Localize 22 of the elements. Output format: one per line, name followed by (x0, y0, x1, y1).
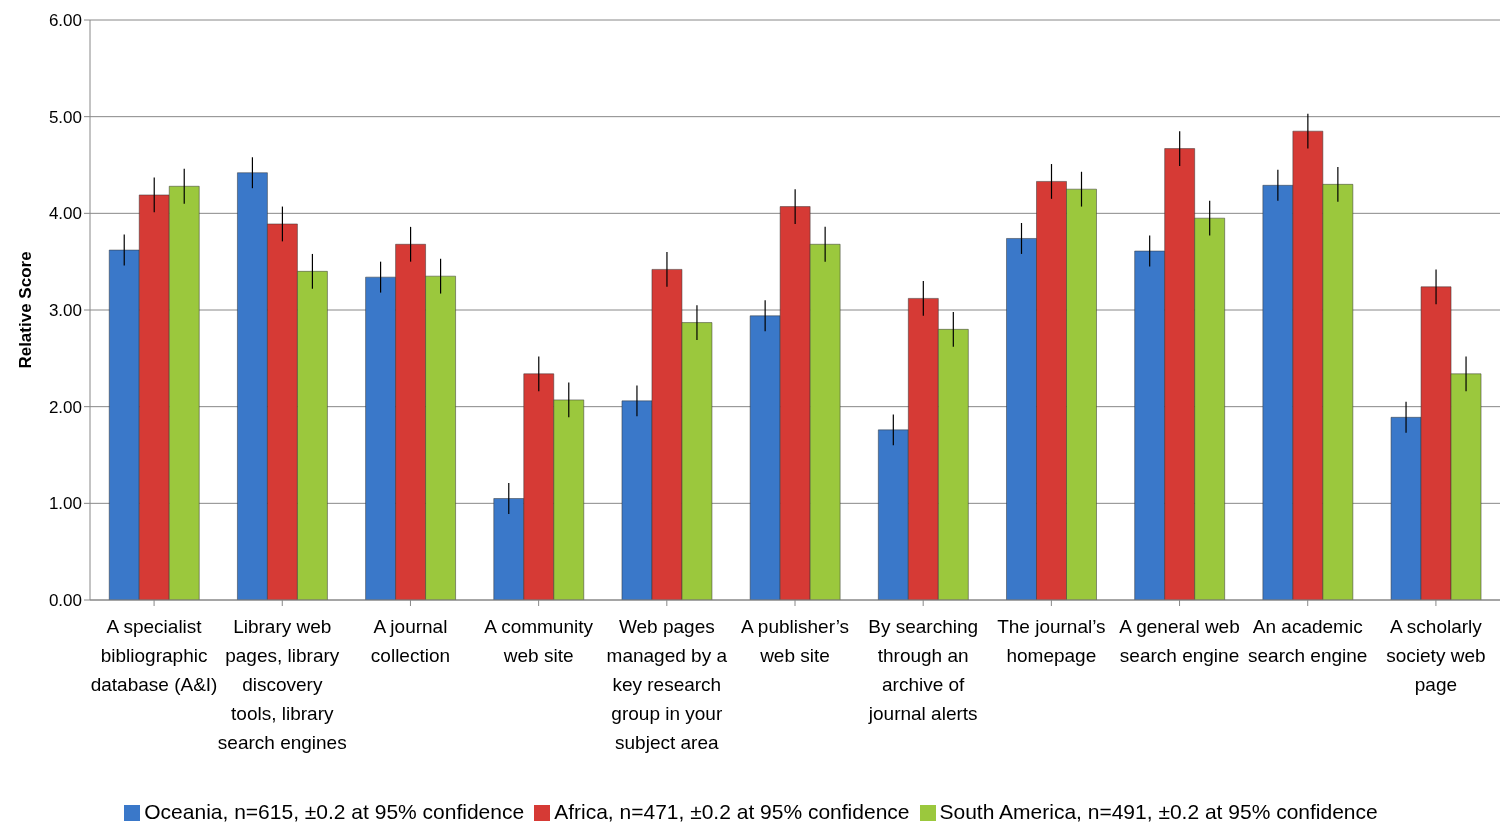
x-tick-label: A community web site (484, 616, 594, 667)
y-axis-title: Relative Score (16, 251, 36, 369)
x-tick-label: Library web pages, library discovery tools, library search engines (217, 616, 347, 754)
legend-label: South America, n=491, ±0.2 at 95% confidence (939, 800, 1378, 823)
x-tick-label: An academic search engine (1248, 616, 1368, 667)
x-tick-label: A publisher’s web site (740, 616, 850, 667)
y-tick-label: 3.00 (48, 301, 82, 321)
x-tick-label: A journal collection (370, 616, 451, 667)
y-tick-label: 1.00 (48, 494, 82, 514)
y-tick-label: 0.00 (48, 591, 82, 611)
x-tick-label: The journal’s homepage (997, 616, 1106, 667)
y-tick-label: 5.00 (48, 107, 82, 127)
x-tick-label: A general web search engine (1119, 616, 1240, 667)
y-tick-label: 4.00 (48, 204, 82, 224)
x-tick-label: A specialist bibliographic database (A&I) (90, 616, 218, 696)
y-tick-label: 6.00 (48, 11, 82, 31)
x-tick-label: Web pages managed by a key research group in your subject area (606, 616, 728, 754)
y-tick-label: 2.00 (48, 397, 82, 417)
legend-label: Oceania, n=615, ±0.2 at 95% confidence (144, 800, 525, 823)
legend-label: Africa, n=471, ±0.2 at 95% confidence (554, 800, 910, 823)
x-tick-label: By searching through an archive of journal alerts (867, 616, 979, 725)
x-tick-label: A scholarly society web page (1386, 616, 1486, 696)
